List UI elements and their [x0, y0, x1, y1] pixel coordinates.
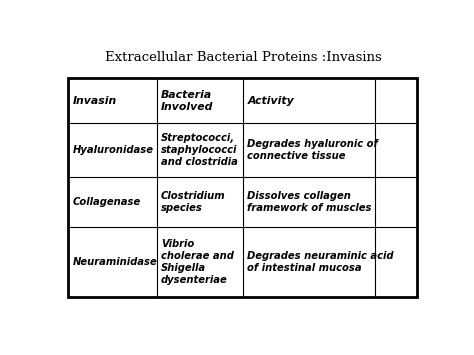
Text: Degrades hyaluronic of
connective tissue: Degrades hyaluronic of connective tissue — [247, 139, 378, 161]
Bar — [68, 78, 418, 297]
Text: Collagenase: Collagenase — [73, 197, 141, 207]
Text: Extracellular Bacterial Proteins :Invasins: Extracellular Bacterial Proteins :Invasi… — [105, 51, 381, 64]
Text: Dissolves collagen
framework of muscles: Dissolves collagen framework of muscles — [247, 191, 372, 213]
Text: Activity: Activity — [247, 96, 294, 106]
Text: Neuraminidase: Neuraminidase — [73, 257, 157, 267]
Text: Degrades neuraminic acid
of intestinal mucosa: Degrades neuraminic acid of intestinal m… — [247, 251, 394, 273]
Text: Clostridium
species: Clostridium species — [161, 191, 226, 213]
Text: Hyaluronidase: Hyaluronidase — [73, 145, 154, 155]
Text: Bacteria
Involved: Bacteria Involved — [161, 90, 213, 112]
Text: Streptococci,
staphylococci
and clostridia: Streptococci, staphylococci and clostrid… — [161, 133, 238, 167]
Text: Invasin: Invasin — [73, 96, 117, 106]
Text: Vibrio
cholerae and
Shigella
dysenteriae: Vibrio cholerae and Shigella dysenteriae — [161, 239, 234, 285]
